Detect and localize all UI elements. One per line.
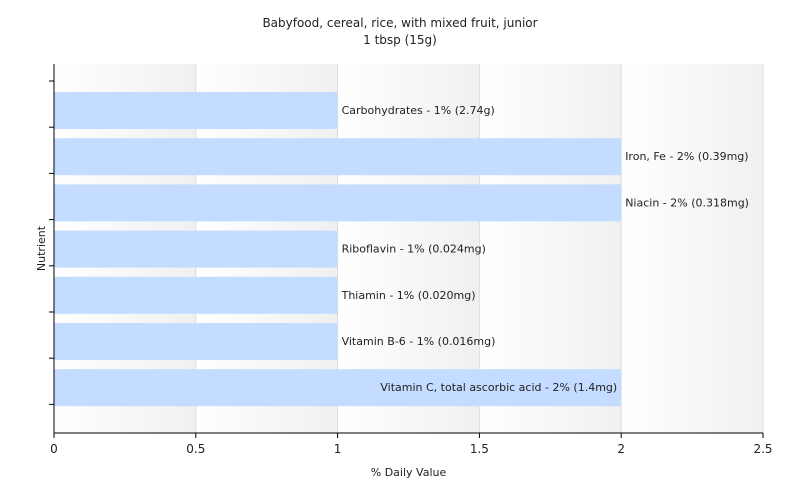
- chart-title: Babyfood, cereal, rice, with mixed fruit…: [262, 16, 538, 30]
- bar: [54, 276, 338, 314]
- bar-label: Vitamin B-6 - 1% (0.016mg): [342, 335, 496, 348]
- x-tick-label: 1: [334, 442, 342, 456]
- bar-label: Riboflavin - 1% (0.024mg): [342, 243, 486, 256]
- x-tick-label: 0.5: [186, 442, 205, 456]
- x-tick-label: 2.5: [753, 442, 772, 456]
- x-axis-label: % Daily Value: [371, 466, 447, 479]
- y-axis-label: Nutrient: [35, 225, 48, 271]
- x-tick-label: 0: [50, 442, 58, 456]
- bar: [54, 92, 338, 129]
- chart-subtitle: 1 tbsp (15g): [363, 33, 437, 47]
- bar-label: Thiamin - 1% (0.020mg): [341, 289, 476, 302]
- bar: [54, 184, 622, 222]
- bar-label: Carbohydrates - 1% (2.74g): [342, 104, 495, 117]
- bar: [54, 323, 338, 360]
- bar: [54, 230, 338, 268]
- bar-label: Iron, Fe - 2% (0.39mg): [625, 150, 748, 163]
- bar-label: Vitamin C, total ascorbic acid - 2% (1.4…: [380, 381, 617, 394]
- plot-band: [621, 64, 763, 433]
- x-tick-label: 1.5: [470, 442, 489, 456]
- bar: [54, 138, 622, 176]
- x-tick-label: 2: [617, 442, 625, 456]
- bar: [54, 369, 622, 407]
- bar-label: Niacin - 2% (0.318mg): [625, 196, 749, 209]
